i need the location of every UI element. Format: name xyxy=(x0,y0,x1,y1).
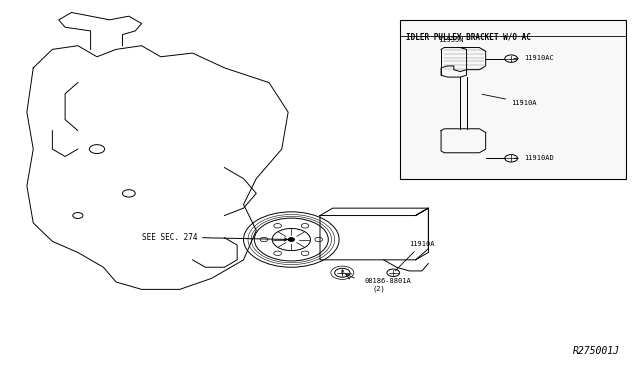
Text: IDLER PULLEY BRACKET W/O AC: IDLER PULLEY BRACKET W/O AC xyxy=(406,33,531,42)
Text: (2): (2) xyxy=(372,285,385,292)
Text: 11935N: 11935N xyxy=(438,37,463,48)
Text: R275001J: R275001J xyxy=(573,346,620,356)
Text: 08186-8801A: 08186-8801A xyxy=(365,278,412,284)
Text: 11910AD: 11910AD xyxy=(514,155,554,161)
Circle shape xyxy=(288,238,294,241)
Bar xyxy=(399,20,626,179)
Text: B: B xyxy=(340,270,344,275)
Text: 11910A: 11910A xyxy=(396,241,435,271)
Text: 11910AC: 11910AC xyxy=(514,55,554,61)
Text: SEE SEC. 274: SEE SEC. 274 xyxy=(141,232,287,241)
Text: 11910A: 11910A xyxy=(482,94,537,106)
